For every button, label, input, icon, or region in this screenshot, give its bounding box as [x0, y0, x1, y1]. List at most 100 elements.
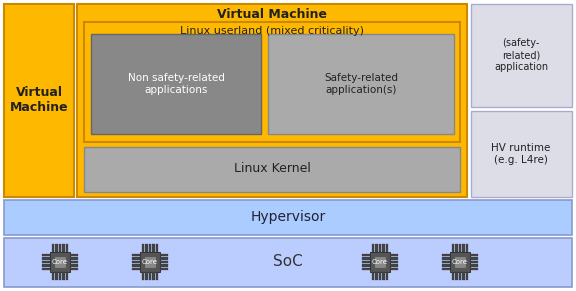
- Bar: [362, 253, 370, 256]
- Bar: [66, 244, 69, 251]
- Bar: [161, 257, 168, 260]
- Bar: [471, 260, 478, 263]
- Bar: [149, 272, 151, 280]
- Bar: [382, 244, 385, 251]
- Bar: [385, 272, 388, 280]
- Bar: [161, 267, 168, 270]
- Bar: [442, 260, 449, 263]
- Bar: [132, 257, 139, 260]
- Bar: [43, 264, 50, 267]
- Bar: [132, 260, 139, 263]
- Bar: [382, 272, 385, 280]
- Text: SoC: SoC: [273, 255, 303, 269]
- Bar: [375, 272, 378, 280]
- Bar: [52, 272, 55, 280]
- Bar: [362, 267, 370, 270]
- Bar: [132, 267, 139, 270]
- Bar: [362, 264, 370, 267]
- Bar: [372, 244, 374, 251]
- Bar: [442, 253, 449, 256]
- Bar: [471, 257, 478, 260]
- Bar: [4, 4, 74, 197]
- Bar: [370, 251, 391, 272]
- Bar: [70, 264, 78, 267]
- Bar: [362, 260, 370, 263]
- Bar: [156, 272, 158, 280]
- Bar: [471, 4, 572, 107]
- Bar: [70, 257, 78, 260]
- Text: Linux Kernel: Linux Kernel: [233, 162, 310, 175]
- Bar: [385, 244, 388, 251]
- Bar: [132, 253, 139, 256]
- Bar: [55, 257, 65, 267]
- Bar: [391, 260, 397, 263]
- Bar: [142, 272, 145, 280]
- Bar: [55, 272, 58, 280]
- Text: Core: Core: [372, 259, 388, 265]
- Bar: [43, 260, 50, 263]
- Bar: [471, 267, 478, 270]
- Bar: [455, 244, 458, 251]
- Bar: [77, 4, 467, 197]
- Text: HV runtime
(e.g. L4re): HV runtime (e.g. L4re): [491, 143, 551, 165]
- Bar: [4, 200, 572, 235]
- Bar: [59, 272, 62, 280]
- Bar: [455, 272, 458, 280]
- Bar: [471, 264, 478, 267]
- Text: Core: Core: [142, 259, 158, 265]
- Bar: [50, 251, 70, 272]
- Bar: [465, 244, 468, 251]
- Bar: [59, 244, 62, 251]
- Bar: [161, 264, 168, 267]
- Bar: [52, 244, 55, 251]
- Bar: [91, 34, 261, 134]
- Bar: [458, 244, 461, 251]
- Text: Virtual Machine: Virtual Machine: [217, 8, 327, 20]
- Bar: [375, 244, 378, 251]
- Bar: [452, 244, 454, 251]
- Bar: [66, 272, 69, 280]
- Bar: [152, 244, 155, 251]
- Text: Linux userland (mixed criticality): Linux userland (mixed criticality): [180, 26, 364, 36]
- Bar: [455, 257, 465, 267]
- Bar: [152, 272, 155, 280]
- Bar: [145, 244, 148, 251]
- Bar: [452, 272, 454, 280]
- Bar: [62, 272, 65, 280]
- Bar: [442, 257, 449, 260]
- Bar: [132, 264, 139, 267]
- Bar: [156, 244, 158, 251]
- Bar: [391, 267, 397, 270]
- Bar: [362, 257, 370, 260]
- Text: Hypervisor: Hypervisor: [251, 210, 325, 224]
- Bar: [465, 272, 468, 280]
- Bar: [471, 111, 572, 197]
- Bar: [462, 272, 465, 280]
- Bar: [84, 22, 460, 142]
- Bar: [442, 267, 449, 270]
- Bar: [391, 253, 397, 256]
- Bar: [62, 244, 65, 251]
- Bar: [161, 253, 168, 256]
- Bar: [471, 253, 478, 256]
- Bar: [55, 244, 58, 251]
- Bar: [4, 238, 572, 287]
- Bar: [43, 267, 50, 270]
- Bar: [161, 260, 168, 263]
- Bar: [145, 272, 148, 280]
- Text: Non safety-related
applications: Non safety-related applications: [127, 73, 225, 95]
- Bar: [442, 264, 449, 267]
- Bar: [378, 272, 381, 280]
- Bar: [462, 244, 465, 251]
- Bar: [391, 257, 397, 260]
- Bar: [375, 257, 385, 267]
- Text: Core: Core: [452, 259, 468, 265]
- Bar: [458, 272, 461, 280]
- Bar: [391, 264, 397, 267]
- Bar: [70, 267, 78, 270]
- Text: Core: Core: [52, 259, 68, 265]
- Bar: [84, 147, 460, 192]
- Bar: [372, 272, 374, 280]
- Bar: [378, 244, 381, 251]
- Bar: [70, 253, 78, 256]
